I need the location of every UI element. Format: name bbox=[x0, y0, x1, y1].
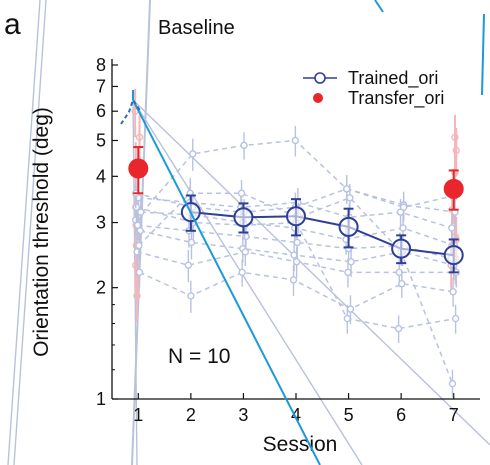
panel-label: a bbox=[4, 8, 21, 41]
individual-trained-point bbox=[135, 241, 143, 250]
individual-trained-point bbox=[448, 224, 456, 232]
individual-transfer-point bbox=[133, 292, 141, 300]
x-tick-label: 6 bbox=[396, 405, 406, 425]
overlay-stroke-blue bbox=[481, 13, 485, 96]
foreground-overlay bbox=[120, 0, 485, 465]
x-tick-label: 5 bbox=[344, 405, 354, 425]
transfer-ori-mean-point bbox=[128, 158, 149, 179]
trained-ori-mean-point bbox=[443, 245, 464, 266]
individual-trained-point bbox=[449, 288, 457, 296]
y-tick-label: 5 bbox=[96, 130, 106, 150]
individual-trained-point bbox=[187, 238, 196, 247]
individual-transfer-point bbox=[135, 133, 144, 142]
individual-trained-point bbox=[346, 194, 354, 202]
individual-trained-point bbox=[291, 136, 300, 145]
trained-ori-mean-point bbox=[286, 206, 306, 227]
trained-ori-mean-point bbox=[233, 207, 254, 228]
y-tick-label: 3 bbox=[96, 213, 106, 233]
x-tick-label: 2 bbox=[186, 405, 196, 425]
x-tick-label: 3 bbox=[238, 405, 248, 425]
individual-transfer-point bbox=[452, 146, 460, 155]
individual-trained-point bbox=[293, 238, 301, 247]
individual-trained-point bbox=[343, 314, 352, 323]
individual-trained-point bbox=[342, 185, 351, 193]
individual-transfer-point bbox=[451, 133, 459, 142]
y-axis-label: Orientation threshold (deg) bbox=[30, 107, 53, 357]
trained-ori-mean-point bbox=[391, 238, 412, 259]
x-tick-label: 4 bbox=[291, 405, 301, 425]
individual-trained-point bbox=[398, 280, 406, 288]
legend-transfer-marker bbox=[313, 93, 323, 103]
overlay-stroke bbox=[13, 0, 47, 465]
y-tick-label: 2 bbox=[96, 278, 106, 298]
individual-trained-point bbox=[184, 261, 193, 269]
individual-trained-point bbox=[187, 292, 195, 300]
x-tick-label: 7 bbox=[449, 405, 459, 425]
individual-trained-point bbox=[237, 189, 246, 197]
individual-trained-point bbox=[241, 248, 250, 256]
individual-trained-point bbox=[135, 268, 144, 277]
individual-trained-point bbox=[240, 141, 248, 150]
overlay-stroke bbox=[132, 99, 490, 446]
sample-size-annotation: N = 10 bbox=[168, 345, 230, 368]
overlay-stroke bbox=[132, 99, 363, 465]
individual-trained-point bbox=[394, 324, 403, 333]
legend-trained-label: Trained_ori bbox=[348, 68, 438, 89]
individual-trained-point bbox=[346, 305, 355, 313]
individual-trained-point bbox=[347, 258, 355, 266]
x-axis-label: Session bbox=[263, 433, 338, 456]
overlay-stroke-blue bbox=[132, 99, 321, 465]
individual-trained-point bbox=[448, 379, 457, 388]
legend-transfer-label: Transfer_ori bbox=[348, 88, 444, 109]
individual-trained-point bbox=[399, 203, 408, 211]
individual-trained-point bbox=[344, 268, 352, 277]
y-tick-label: 1 bbox=[96, 389, 106, 409]
individual-transfer-point bbox=[132, 261, 140, 269]
y-tick-label: 7 bbox=[96, 76, 106, 96]
trained-ori-mean-point bbox=[338, 216, 359, 237]
y-tick-label: 6 bbox=[96, 101, 106, 121]
individual-trained-point bbox=[451, 314, 460, 323]
y-tick-label: 4 bbox=[96, 166, 106, 186]
overlay-stroke bbox=[7, 0, 41, 465]
y-tick-label: 8 bbox=[96, 55, 106, 75]
individual-trained-point bbox=[238, 268, 246, 277]
panel-title: Baseline bbox=[158, 17, 235, 39]
individual-trained-point bbox=[136, 227, 144, 235]
legend: Trained_ori Transfer_ori bbox=[303, 68, 444, 109]
legend-trained-marker bbox=[314, 72, 326, 84]
overlay-stroke-blue bbox=[374, 0, 384, 13]
individual-trained-point bbox=[242, 232, 250, 241]
transfer-ori-mean-point bbox=[443, 178, 464, 199]
individual-trained-point bbox=[292, 258, 301, 266]
individual-trained-point bbox=[289, 276, 298, 284]
individual-trained-point bbox=[399, 224, 407, 232]
individual-transfer-point bbox=[451, 168, 459, 177]
individual-trained-point bbox=[189, 150, 197, 158]
overlay-arrowhead bbox=[120, 97, 142, 125]
x-tick-label: 1 bbox=[133, 405, 143, 425]
